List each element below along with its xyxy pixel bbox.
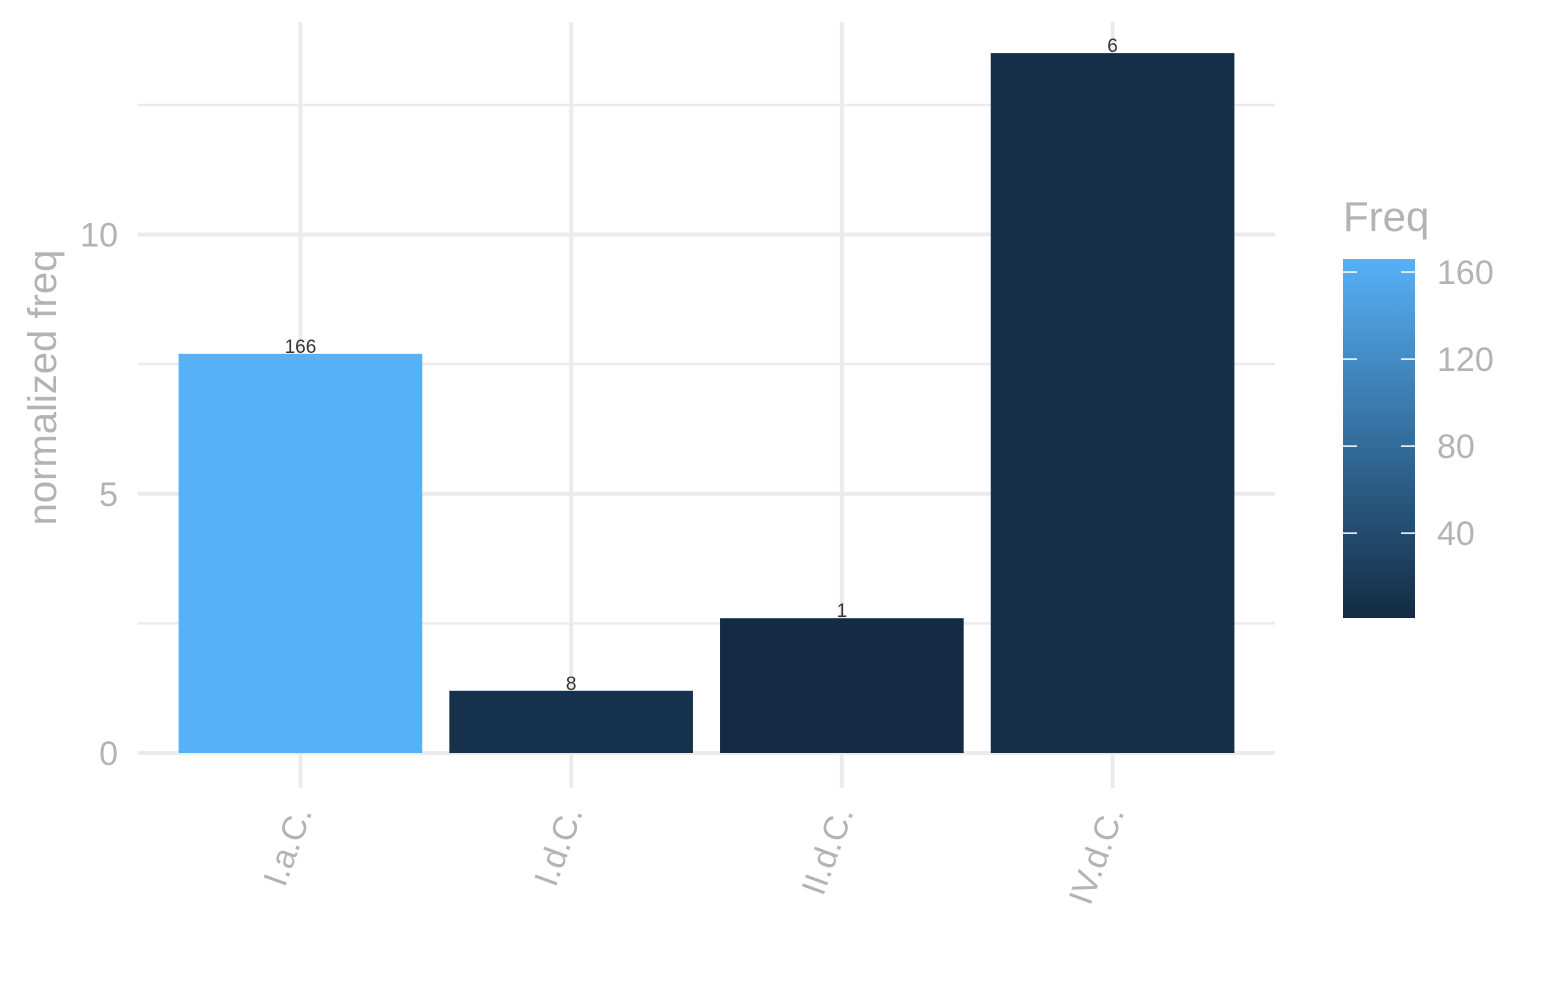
bar bbox=[178, 353, 423, 753]
y-tick-label: 10 bbox=[80, 217, 118, 255]
y-tick-label: 5 bbox=[99, 476, 118, 514]
x-axis-ticks: I.a.C. I.d.C. II.d.C. IV.d.C. bbox=[256, 802, 1132, 910]
bar bbox=[990, 53, 1235, 753]
x-tick-label: I.a.C. bbox=[256, 802, 319, 891]
x-tick-label: IV.d.C. bbox=[1062, 802, 1132, 910]
bar-data-label: 8 bbox=[566, 674, 577, 695]
bar-labels: 166 8 1 6 bbox=[285, 36, 1118, 695]
legend-tick-label: 80 bbox=[1437, 428, 1475, 466]
legend-tick-label: 120 bbox=[1437, 341, 1494, 379]
legend-title: Freq bbox=[1343, 193, 1429, 240]
bar bbox=[720, 618, 964, 753]
legend-colorbar bbox=[1343, 259, 1415, 618]
bars bbox=[178, 53, 1235, 753]
y-axis-ticks: 0 5 10 bbox=[80, 217, 118, 773]
x-tick-label: I.d.C. bbox=[527, 802, 590, 891]
bar-data-label: 1 bbox=[837, 601, 848, 622]
x-tick-label: II.d.C. bbox=[795, 802, 862, 900]
legend-ticks: 40 80 120 160 bbox=[1343, 254, 1494, 553]
y-tick-label: 0 bbox=[99, 735, 118, 773]
bar-data-label: 6 bbox=[1107, 36, 1118, 57]
legend-tick-label: 40 bbox=[1437, 515, 1475, 553]
legend-tick-label: 160 bbox=[1437, 254, 1494, 292]
bar bbox=[449, 690, 693, 753]
bar-data-label: 166 bbox=[285, 337, 317, 358]
y-axis-title: normalized freq bbox=[21, 250, 65, 526]
legend: Freq 40 80 120 160 bbox=[1343, 193, 1494, 618]
